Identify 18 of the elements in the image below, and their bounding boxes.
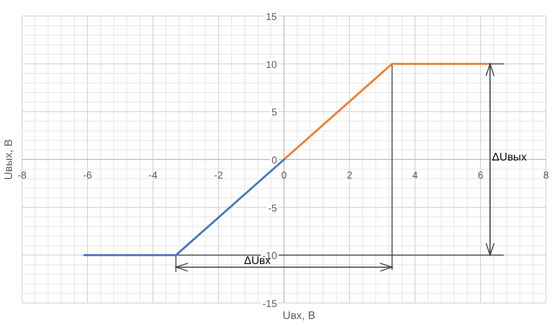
x-tick-label: 6 [478, 170, 484, 182]
y-tick-label: 5 [271, 108, 278, 119]
y-tick-label: -15 [262, 299, 278, 310]
y-tick-label: 15 [266, 12, 278, 23]
x-tick-label: 0 [281, 170, 288, 182]
x-tick-label: -8 [18, 170, 27, 182]
x-tick-label: 4 [412, 170, 418, 182]
x-tick-label: -6 [83, 170, 92, 182]
annotation: ΔUвых [492, 152, 528, 164]
y-tick-label: 0 [271, 156, 278, 166]
y-tick-label: -5 [268, 203, 278, 214]
x-tick-label: 8 [543, 170, 550, 182]
x-tick-label: -2 [214, 170, 224, 182]
y-tick-label: 10 [266, 60, 278, 71]
x-tick-label: 2 [346, 170, 353, 182]
y-axis-title: Uвых, В [3, 139, 15, 180]
x-axis-title: Uвх, В [282, 310, 316, 322]
x-tick-label: -4 [148, 170, 158, 182]
